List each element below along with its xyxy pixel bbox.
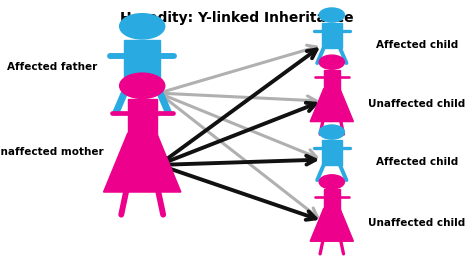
Polygon shape [310,89,354,122]
FancyArrowPatch shape [162,93,316,105]
Bar [128,99,157,138]
Text: Unaffected child: Unaffected child [368,218,466,228]
Circle shape [119,73,165,98]
Text: Affected child: Affected child [376,157,458,167]
Circle shape [319,175,345,189]
Circle shape [319,55,345,69]
FancyArrowPatch shape [162,45,316,92]
Circle shape [319,8,345,22]
FancyArrowPatch shape [161,49,317,163]
Circle shape [119,14,165,39]
Text: Affected father: Affected father [7,61,97,72]
Bar [125,40,160,85]
Bar [322,140,342,165]
FancyArrowPatch shape [162,166,316,220]
Bar [322,23,342,48]
Bar [324,189,340,211]
Circle shape [319,125,345,139]
FancyArrowPatch shape [161,103,316,164]
FancyArrowPatch shape [162,156,315,165]
Bar [324,70,340,91]
Text: Unaffected mother: Unaffected mother [0,147,103,157]
FancyArrowPatch shape [161,94,317,158]
Text: Affected child: Affected child [376,40,458,50]
Text: Unaffected child: Unaffected child [368,99,466,109]
Text: Heredity: Y-linked Inheritance: Heredity: Y-linked Inheritance [120,11,354,25]
FancyArrowPatch shape [161,95,318,217]
Polygon shape [310,209,354,241]
Polygon shape [103,133,181,192]
